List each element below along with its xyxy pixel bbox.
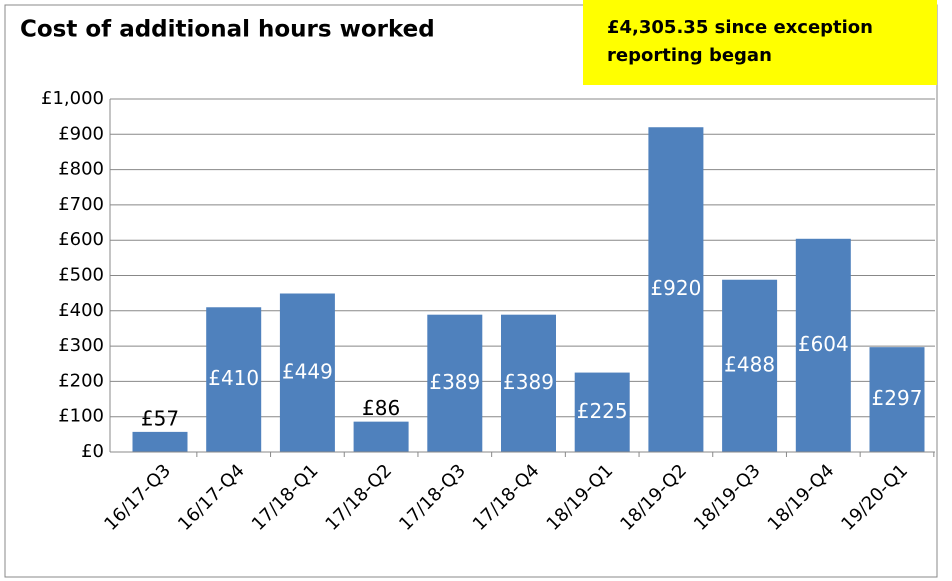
y-tick-label: £0 <box>81 441 104 462</box>
bar <box>279 293 335 452</box>
y-tick-label: £800 <box>58 159 104 180</box>
bar <box>206 307 262 452</box>
data-label: £389 <box>429 370 480 394</box>
y-tick-label: £100 <box>58 406 104 427</box>
y-tick-label: £700 <box>58 194 104 215</box>
annotation: £4,305.35 since exception reporting bega… <box>583 0 937 85</box>
data-label: £225 <box>577 399 628 423</box>
data-label: £449 <box>282 359 333 383</box>
bar <box>501 314 556 452</box>
chart-title: Cost of additional hours worked <box>20 17 435 43</box>
bar <box>795 238 851 452</box>
y-tick-label: £300 <box>58 335 104 356</box>
data-label: £488 <box>724 352 775 376</box>
data-label: £57 <box>141 406 179 430</box>
bar <box>869 347 925 452</box>
data-label: £920 <box>650 276 701 300</box>
y-tick-label: £400 <box>58 300 104 321</box>
bar <box>722 279 778 452</box>
bar <box>132 431 188 452</box>
data-label: £410 <box>208 366 259 390</box>
y-tick-label: £600 <box>58 229 104 250</box>
bar <box>574 372 630 452</box>
data-label: £389 <box>503 370 554 394</box>
bar <box>353 421 409 452</box>
data-label: £604 <box>798 332 849 356</box>
bar <box>427 314 483 452</box>
y-tick-label: £1,000 <box>41 88 104 109</box>
data-label: £297 <box>872 386 923 410</box>
data-label: £86 <box>362 396 400 420</box>
y-tick-label: £900 <box>58 123 104 144</box>
bar <box>648 127 704 453</box>
chart-border <box>4 4 938 578</box>
y-tick-label: £500 <box>58 265 104 286</box>
y-tick-label: £200 <box>58 370 104 391</box>
